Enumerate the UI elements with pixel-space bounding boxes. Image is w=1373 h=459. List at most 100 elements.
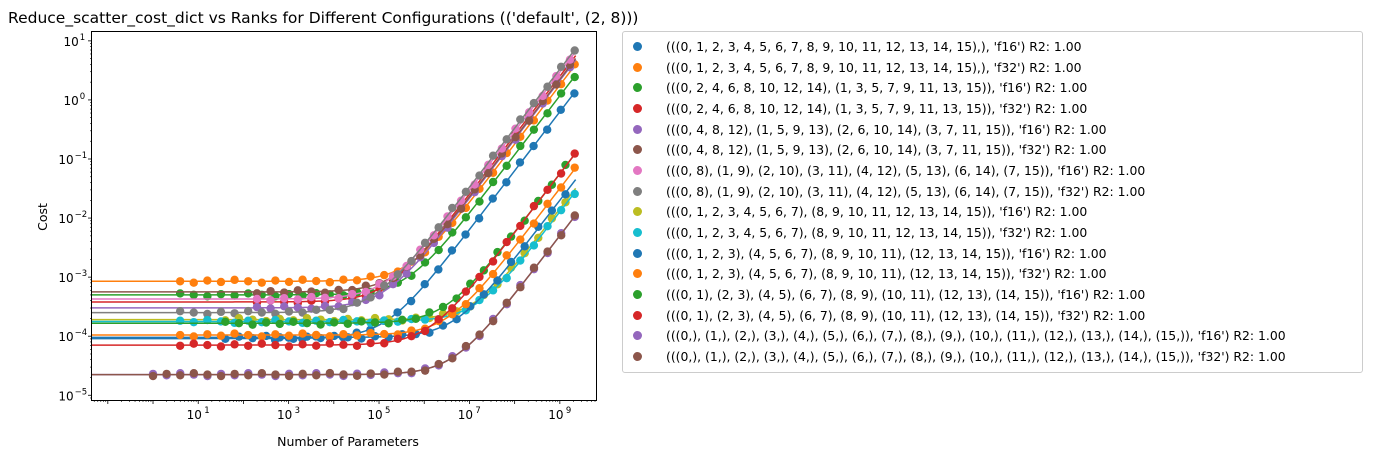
data-point	[343, 319, 352, 328]
data-point	[488, 316, 498, 326]
y-tick-label: 10	[64, 35, 79, 49]
data-point	[524, 116, 534, 126]
data-point	[393, 270, 403, 279]
data-point	[175, 289, 185, 298]
data-point	[443, 219, 452, 229]
data-point	[329, 318, 339, 327]
data-point	[570, 46, 579, 55]
data-point	[302, 318, 312, 328]
y-tick-label: 10	[58, 212, 73, 226]
data-point	[243, 330, 253, 340]
data-point	[448, 309, 457, 319]
data-point	[312, 341, 321, 350]
data-point	[511, 132, 520, 142]
data-point	[216, 331, 226, 340]
data-point	[312, 330, 321, 340]
data-point	[243, 306, 253, 316]
data-point	[189, 290, 198, 300]
y-tick-exponent: −4	[75, 328, 88, 338]
data-point	[352, 276, 362, 285]
data-point	[475, 295, 484, 305]
data-point	[339, 340, 348, 349]
data-point	[298, 369, 307, 379]
data-point	[366, 328, 375, 338]
data-point	[279, 293, 289, 303]
data-point	[293, 295, 303, 304]
data-point	[456, 196, 466, 205]
data-point	[488, 286, 498, 295]
data-point	[325, 305, 335, 315]
data-point	[543, 221, 552, 231]
legend-marker	[633, 269, 642, 279]
data-point	[448, 203, 457, 213]
data-point	[515, 158, 525, 167]
data-point	[284, 277, 294, 287]
data-point	[175, 330, 185, 340]
data-point	[384, 319, 393, 328]
data-point	[493, 247, 502, 257]
data-point	[221, 317, 230, 326]
data-point	[556, 205, 566, 215]
data-point	[516, 221, 525, 231]
data-point	[561, 190, 570, 199]
y-tick-exponent: −2	[75, 210, 88, 220]
data-point	[556, 169, 566, 178]
legend-item: (((0,), (1,), (2,), (3,), (4,), (5,), (6…	[623, 346, 1362, 367]
data-point	[261, 318, 271, 327]
data-point	[456, 204, 466, 213]
data-point	[380, 329, 389, 339]
data-point	[488, 177, 498, 187]
x-tick-label: 10	[277, 408, 292, 422]
data-point	[175, 341, 185, 350]
data-point	[271, 276, 280, 285]
data-point	[506, 257, 516, 267]
data-point	[447, 246, 457, 255]
legend-item: (((0, 8), (1, 9), (2, 10), (3, 11), (4, …	[623, 181, 1362, 202]
data-point	[203, 276, 212, 285]
data-point	[216, 277, 226, 287]
legend-label: (((0, 2, 4, 6, 8, 10, 12, 14), (1, 3, 5,…	[666, 100, 1088, 116]
data-point	[475, 284, 484, 293]
data-point	[284, 371, 294, 381]
data-point	[570, 189, 579, 199]
data-point	[243, 341, 253, 350]
data-point	[243, 277, 253, 286]
data-point	[312, 305, 321, 315]
data-point	[203, 330, 212, 339]
data-point	[425, 308, 434, 317]
data-point	[570, 163, 579, 172]
data-point	[325, 332, 335, 341]
data-point	[543, 185, 552, 195]
x-tick-label: 10	[187, 408, 202, 422]
data-point	[484, 169, 493, 178]
data-point	[570, 72, 579, 82]
x-tick-label: 10	[458, 408, 473, 422]
data-point	[266, 304, 275, 313]
legend-marker	[633, 331, 642, 341]
legend-item: (((0, 1, 2, 3, 4, 5, 6, 7), (8, 9, 10, 1…	[623, 202, 1362, 223]
data-point	[370, 318, 380, 327]
data-point	[556, 231, 566, 240]
data-point	[516, 256, 525, 265]
data-point	[266, 296, 275, 305]
legend-marker	[633, 310, 642, 320]
data-point	[252, 302, 262, 312]
data-point	[244, 371, 253, 380]
data-point	[175, 277, 185, 286]
legend-item: (((0, 4, 8, 12), (1, 5, 9, 13), (2, 6, 1…	[623, 139, 1362, 160]
data-point	[407, 367, 416, 376]
data-point	[388, 280, 398, 289]
data-point	[189, 368, 199, 378]
data-point	[189, 308, 198, 317]
data-point	[366, 293, 375, 302]
x-tick-exponent: 9	[566, 406, 571, 416]
data-point	[293, 286, 303, 295]
data-point	[402, 269, 411, 278]
data-point	[520, 248, 529, 258]
legend-label: (((0, 1, 2, 3, 4, 5, 6, 7), (8, 9, 10, 1…	[666, 204, 1088, 220]
legend-label: (((0, 1, 2, 3), (4, 5, 6, 7), (8, 9, 10,…	[666, 266, 1107, 282]
data-point	[461, 287, 471, 296]
legend-item: (((0,), (1,), (2,), (3,), (4,), (5,), (6…	[623, 326, 1362, 347]
legend-marker	[633, 103, 642, 113]
